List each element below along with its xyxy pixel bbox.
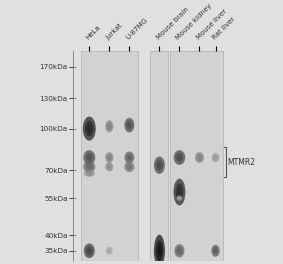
Ellipse shape [154, 157, 165, 174]
Ellipse shape [157, 162, 161, 168]
FancyBboxPatch shape [150, 51, 168, 261]
Ellipse shape [174, 244, 185, 257]
Ellipse shape [177, 196, 181, 200]
Ellipse shape [83, 161, 95, 173]
Ellipse shape [178, 248, 181, 253]
Ellipse shape [107, 122, 112, 130]
Ellipse shape [126, 120, 133, 130]
Ellipse shape [198, 156, 201, 159]
FancyBboxPatch shape [170, 51, 222, 261]
Ellipse shape [106, 247, 113, 255]
Ellipse shape [124, 118, 134, 133]
Ellipse shape [213, 154, 218, 161]
Ellipse shape [108, 156, 111, 159]
Ellipse shape [214, 156, 217, 159]
Ellipse shape [195, 152, 204, 163]
Text: MTMR2: MTMR2 [227, 158, 255, 167]
Ellipse shape [128, 165, 131, 169]
Ellipse shape [176, 246, 183, 255]
Ellipse shape [105, 162, 113, 172]
Ellipse shape [126, 154, 133, 161]
Ellipse shape [214, 249, 217, 253]
Ellipse shape [86, 246, 93, 256]
Ellipse shape [212, 153, 219, 162]
Ellipse shape [85, 121, 93, 136]
Ellipse shape [156, 240, 163, 261]
Ellipse shape [84, 170, 95, 177]
Ellipse shape [107, 154, 112, 161]
Ellipse shape [124, 162, 134, 172]
Ellipse shape [84, 243, 95, 258]
Ellipse shape [154, 235, 165, 264]
Ellipse shape [197, 154, 202, 161]
Ellipse shape [176, 196, 183, 201]
Ellipse shape [174, 150, 185, 165]
Ellipse shape [108, 249, 111, 252]
FancyBboxPatch shape [81, 51, 138, 261]
Ellipse shape [128, 122, 131, 128]
Ellipse shape [87, 124, 92, 133]
Ellipse shape [83, 150, 95, 165]
Ellipse shape [213, 247, 218, 255]
Ellipse shape [105, 120, 113, 132]
Ellipse shape [107, 164, 112, 170]
Ellipse shape [105, 152, 113, 163]
Ellipse shape [175, 183, 183, 201]
Ellipse shape [126, 163, 133, 170]
Ellipse shape [173, 179, 185, 205]
Ellipse shape [87, 172, 91, 175]
Ellipse shape [177, 155, 181, 160]
Ellipse shape [178, 197, 181, 199]
Ellipse shape [177, 187, 182, 197]
Ellipse shape [85, 163, 93, 171]
Ellipse shape [86, 171, 93, 176]
Ellipse shape [87, 248, 91, 253]
Ellipse shape [124, 152, 134, 163]
Ellipse shape [87, 165, 91, 169]
Ellipse shape [83, 116, 96, 141]
Ellipse shape [211, 245, 220, 257]
Ellipse shape [108, 124, 111, 128]
Ellipse shape [87, 155, 91, 160]
Ellipse shape [108, 165, 111, 168]
Ellipse shape [176, 153, 183, 162]
Ellipse shape [107, 248, 112, 253]
Ellipse shape [157, 245, 161, 256]
Ellipse shape [156, 159, 163, 171]
Ellipse shape [128, 155, 131, 160]
Ellipse shape [85, 153, 93, 162]
